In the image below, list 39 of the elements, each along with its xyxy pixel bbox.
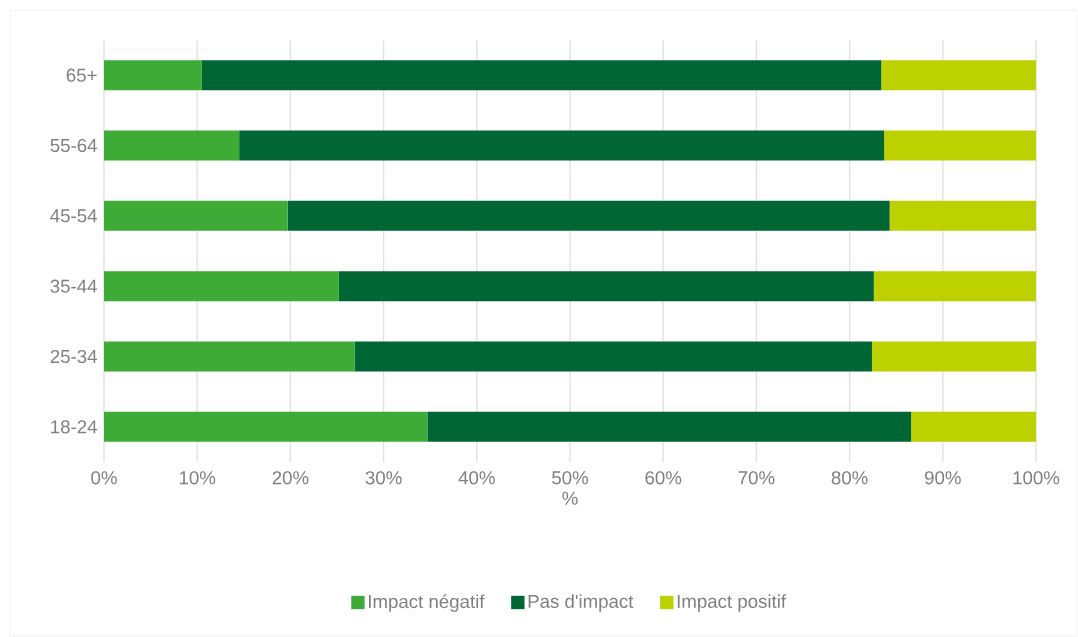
- bar: [239, 130, 885, 161]
- bar: [338, 271, 874, 302]
- bar: [911, 411, 1037, 442]
- bar: [104, 60, 202, 91]
- bar: [871, 341, 1037, 372]
- x-tick-label: 60%: [645, 471, 682, 485]
- x-tick-label: 10%: [179, 471, 216, 485]
- x-tick-label: 0%: [91, 471, 117, 485]
- y-tick-label: 55-64: [50, 138, 97, 153]
- bar: [873, 271, 1037, 302]
- bar: [104, 200, 288, 231]
- x-tick-label: 50%: [552, 471, 589, 485]
- x-tick-label: 40%: [458, 471, 495, 485]
- bar: [884, 130, 1037, 161]
- x-tick-label: 90%: [925, 471, 961, 485]
- y-tick-label: 25-34: [50, 349, 97, 364]
- legend-label: Pas d'impact: [528, 594, 634, 612]
- x-tick-label: 20%: [272, 471, 309, 485]
- bar: [287, 200, 890, 231]
- y-tick-label: 18-24: [51, 420, 97, 434]
- bar: [104, 271, 339, 302]
- y-tick-label: 45-54: [50, 209, 97, 223]
- bar: [881, 60, 1037, 91]
- x-tick-label: 70%: [738, 471, 775, 485]
- x-tick-label: 80%: [831, 471, 868, 485]
- bar: [201, 60, 882, 91]
- x-tick-label: 100%: [1013, 471, 1060, 485]
- legend-label: Impact négatif: [368, 594, 485, 612]
- bar: [889, 200, 1037, 231]
- x-axis-title: %: [562, 491, 578, 505]
- y-tick-label: 65+: [66, 68, 97, 82]
- x-tick-label: 30%: [365, 471, 402, 485]
- bar: [104, 341, 355, 372]
- bar: [104, 130, 240, 161]
- bar: [354, 341, 872, 372]
- bar: [104, 411, 428, 442]
- y-tick-label: 35-44: [50, 279, 97, 293]
- bar: [427, 411, 912, 442]
- legend-label: Impact positif: [677, 594, 787, 612]
